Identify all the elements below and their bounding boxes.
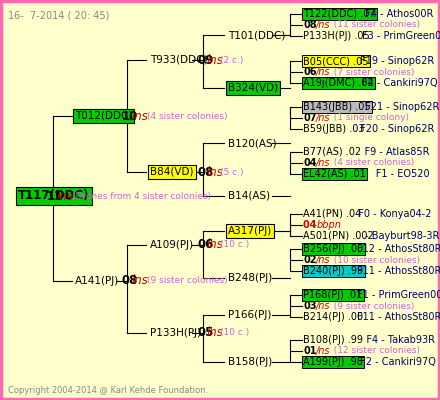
Text: ins: ins — [207, 166, 224, 178]
Text: /ns: /ns — [316, 301, 330, 311]
Text: B240(PJ) .99: B240(PJ) .99 — [303, 266, 363, 276]
Text: 04: 04 — [303, 220, 320, 230]
Text: A41(PN) .04: A41(PN) .04 — [303, 209, 361, 219]
Text: 06: 06 — [303, 67, 316, 77]
Text: A141(PJ): A141(PJ) — [75, 276, 119, 286]
Text: F3 - PrimGreen00: F3 - PrimGreen00 — [362, 31, 440, 41]
Text: 11: 11 — [47, 190, 63, 202]
Text: (1 single colony): (1 single colony) — [328, 114, 409, 122]
Text: B77(AS) .02: B77(AS) .02 — [303, 147, 361, 157]
Text: F2 - Cankiri97Q: F2 - Cankiri97Q — [357, 357, 436, 367]
Text: P133H(PJ): P133H(PJ) — [150, 328, 201, 338]
Text: P166(PJ): P166(PJ) — [228, 310, 271, 320]
Text: /ns: /ns — [316, 113, 330, 123]
Text: B120(AS): B120(AS) — [228, 138, 277, 148]
Text: ins: ins — [132, 110, 149, 122]
Text: (4 sister colonies): (4 sister colonies) — [328, 158, 414, 168]
Text: ins: ins — [207, 326, 224, 340]
Text: B05(CCC) .05: B05(CCC) .05 — [303, 56, 368, 66]
Text: F11 - AthosSt80R: F11 - AthosSt80R — [357, 312, 440, 322]
Text: (7 sister colonies): (7 sister colonies) — [328, 68, 414, 76]
Text: /ns: /ns — [316, 255, 330, 265]
Text: 02: 02 — [303, 255, 316, 265]
Text: B248(PJ): B248(PJ) — [228, 273, 272, 283]
Text: F4 - Athos00R: F4 - Athos00R — [362, 9, 433, 19]
Text: (2 c.): (2 c.) — [220, 56, 243, 64]
Text: 01: 01 — [303, 346, 316, 356]
Text: P133H(PJ) .05: P133H(PJ) .05 — [303, 31, 370, 41]
Text: T122(DDC) .07: T122(DDC) .07 — [303, 9, 376, 19]
Text: T101(DDC): T101(DDC) — [228, 30, 286, 40]
Text: 06: 06 — [197, 238, 213, 252]
Text: ins: ins — [57, 190, 74, 202]
Text: A501(PN) .002: A501(PN) .002 — [303, 231, 374, 241]
Text: A19j(DMC) .02: A19j(DMC) .02 — [303, 78, 374, 88]
Text: F21 - Sinop62R: F21 - Sinop62R — [362, 102, 439, 112]
Text: /ns: /ns — [316, 20, 330, 30]
Text: (9 sister colonies): (9 sister colonies) — [147, 276, 227, 286]
Text: F19 - Sinop62R: F19 - Sinop62R — [357, 56, 434, 66]
Text: B158(PJ): B158(PJ) — [228, 357, 272, 367]
Text: B214(PJ) .00: B214(PJ) .00 — [303, 312, 363, 322]
Text: F1 - PrimGreen00: F1 - PrimGreen00 — [357, 290, 440, 300]
Text: ins: ins — [132, 274, 149, 288]
Text: P168(PJ) .01: P168(PJ) .01 — [303, 290, 362, 300]
Text: F4 - Cankiri97Q: F4 - Cankiri97Q — [362, 78, 437, 88]
Text: (9 sister colonies): (9 sister colonies) — [328, 302, 414, 310]
Text: (Drones from 4 sister colonies): (Drones from 4 sister colonies) — [72, 192, 211, 200]
Text: (12 sister colonies): (12 sister colonies) — [328, 346, 420, 356]
Text: bbpn: bbpn — [317, 220, 342, 230]
Text: (4 sister colonies): (4 sister colonies) — [147, 112, 227, 120]
Text: F12 - AthosSt80R: F12 - AthosSt80R — [357, 244, 440, 254]
Text: (10 c.): (10 c.) — [220, 328, 249, 338]
Text: Copyright 2004-2014 @ Karl Kehde Foundation.: Copyright 2004-2014 @ Karl Kehde Foundat… — [8, 386, 208, 395]
Text: A317(PJ): A317(PJ) — [228, 226, 272, 236]
Text: 08: 08 — [122, 274, 138, 288]
Text: 16-  7-2014 ( 20: 45): 16- 7-2014 ( 20: 45) — [8, 10, 110, 20]
Text: F0 - Konya04-2: F0 - Konya04-2 — [352, 209, 432, 219]
Text: F20 - Sinop62R: F20 - Sinop62R — [357, 124, 434, 134]
Text: - Bayburt98-3R: - Bayburt98-3R — [362, 231, 439, 241]
Text: 03: 03 — [303, 301, 316, 311]
Text: 08: 08 — [303, 20, 317, 30]
Text: /ns: /ns — [316, 158, 330, 168]
Text: 08: 08 — [197, 166, 213, 178]
Text: (5 c.): (5 c.) — [220, 168, 243, 176]
Text: B14(AS): B14(AS) — [228, 191, 270, 201]
Text: EL42(AS) .01: EL42(AS) .01 — [303, 169, 366, 179]
Text: T012(DDC): T012(DDC) — [75, 111, 132, 121]
Text: (11 sister colonies): (11 sister colonies) — [328, 20, 420, 30]
Text: B143(JBB) .05: B143(JBB) .05 — [303, 102, 370, 112]
Text: T117(DDC): T117(DDC) — [18, 190, 89, 202]
Text: 04: 04 — [303, 158, 316, 168]
Text: B59(JBB) .03: B59(JBB) .03 — [303, 124, 364, 134]
Text: B108(PJ) .99: B108(PJ) .99 — [303, 335, 363, 345]
Text: ins: ins — [207, 54, 224, 66]
Text: ins: ins — [207, 238, 224, 252]
Text: /ns: /ns — [316, 346, 330, 356]
Text: F9 - Atlas85R: F9 - Atlas85R — [352, 147, 430, 157]
Text: 07: 07 — [303, 113, 316, 123]
Text: B324(VD): B324(VD) — [228, 83, 278, 93]
Text: A199(PJ) .98: A199(PJ) .98 — [303, 357, 363, 367]
Text: F11 - AthosSt80R: F11 - AthosSt80R — [357, 266, 440, 276]
Text: B84(VD): B84(VD) — [150, 167, 194, 177]
Text: /ns: /ns — [316, 67, 330, 77]
Text: F4 - Takab93R: F4 - Takab93R — [357, 335, 435, 345]
Text: A109(PJ): A109(PJ) — [150, 240, 194, 250]
Text: T933(DDC): T933(DDC) — [150, 55, 208, 65]
Text: 10: 10 — [122, 110, 138, 122]
Text: (10 sister colonies): (10 sister colonies) — [328, 256, 420, 264]
Text: B256(PJ) .00: B256(PJ) .00 — [303, 244, 363, 254]
Text: F1 - EO520: F1 - EO520 — [357, 169, 429, 179]
Text: (10 c.): (10 c.) — [220, 240, 249, 250]
Text: 09: 09 — [197, 54, 213, 66]
Text: 05: 05 — [197, 326, 213, 340]
